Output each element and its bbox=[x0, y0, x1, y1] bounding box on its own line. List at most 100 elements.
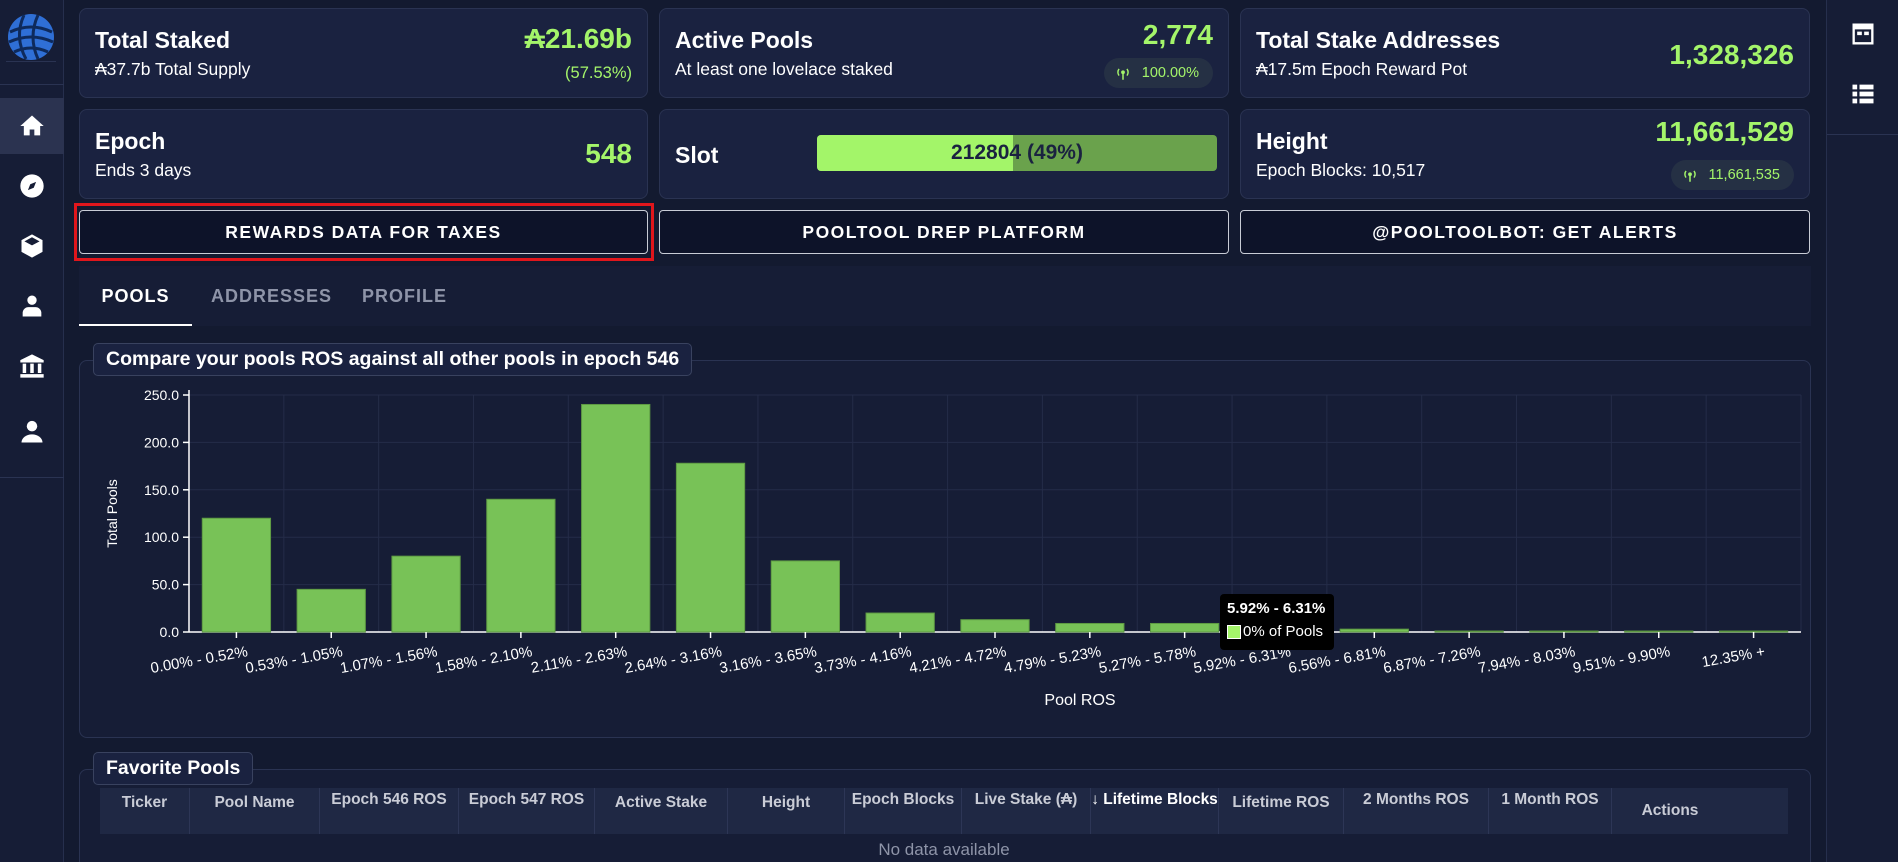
nav-home[interactable] bbox=[0, 98, 64, 154]
badge-label: 100.00% bbox=[1141, 65, 1199, 81]
tooltip-swatch bbox=[1227, 624, 1241, 639]
column-header[interactable]: ↓ Lifetime Blocks bbox=[1091, 788, 1219, 834]
tab-profile[interactable]: PROFILE bbox=[362, 266, 447, 326]
bar[interactable] bbox=[1055, 622, 1125, 633]
get-alerts-button[interactable]: @POOLTOOLBOT: GET ALERTS bbox=[1240, 210, 1810, 254]
x-tick-label: 12.35% + bbox=[1700, 643, 1766, 671]
card-epoch: Epoch Ends 3 days 548 bbox=[79, 109, 648, 199]
slot-progress-bar: 212804 (49%) bbox=[817, 135, 1217, 171]
tab-bar: POOLS ADDRESSES PROFILE bbox=[79, 266, 1811, 326]
person-icon bbox=[21, 420, 43, 443]
calendar-icon[interactable] bbox=[1849, 20, 1877, 48]
cube-icon bbox=[21, 234, 43, 258]
card-active-pools: Active Pools At least one lovelace stake… bbox=[659, 8, 1229, 98]
y-tick-label: 50.0 bbox=[152, 577, 179, 593]
x-tick-label: 3.16% - 3.65% bbox=[718, 643, 818, 677]
x-axis-title: Pool ROS bbox=[1044, 692, 1115, 709]
x-tick-label: 1.58% - 2.10% bbox=[434, 643, 534, 677]
card-height: Height Epoch Blocks: 10,517 11,661,529 1… bbox=[1240, 109, 1810, 199]
status-badge: 100.00% bbox=[1103, 58, 1213, 88]
user-badge-icon bbox=[22, 295, 42, 317]
column-header[interactable]: Live Stake (₳) bbox=[962, 788, 1091, 834]
x-tick-label: 0.53% - 1.05% bbox=[244, 643, 344, 677]
bar[interactable] bbox=[391, 555, 461, 633]
column-header[interactable]: Active Stake bbox=[595, 788, 728, 834]
chart-tooltip: 5.92% - 6.31% 0% of Pools bbox=[1220, 594, 1334, 650]
bar[interactable] bbox=[770, 560, 840, 633]
column-header[interactable]: Pool Name bbox=[190, 788, 320, 834]
bar[interactable] bbox=[1624, 630, 1694, 633]
right-sidebar bbox=[1826, 0, 1898, 862]
status-badge: 11,661,535 bbox=[1670, 160, 1794, 190]
bar[interactable] bbox=[486, 498, 556, 633]
tab-label: PROFILE bbox=[362, 285, 448, 306]
card-value: 2,774 bbox=[1142, 19, 1213, 50]
logo-globe-icon[interactable] bbox=[6, 12, 56, 62]
x-tick-label: 2.11% - 2.63% bbox=[530, 643, 629, 677]
ros-chart-panel bbox=[79, 360, 1811, 738]
bar[interactable] bbox=[296, 588, 366, 633]
tooltip-title: 5.92% - 6.31% bbox=[1227, 600, 1326, 617]
y-tick-label: 250.0 bbox=[144, 387, 179, 403]
x-tick-label: 1.07% - 1.56% bbox=[339, 643, 439, 677]
y-tick-label: 200.0 bbox=[144, 434, 179, 450]
column-header[interactable]: Lifetime ROS bbox=[1219, 788, 1344, 834]
left-sidebar bbox=[0, 0, 64, 862]
slot-value: 212804 bbox=[951, 141, 1022, 164]
bar[interactable] bbox=[1339, 628, 1409, 633]
favorites-table-header: Ticker Pool Name Epoch 546 ROS Epoch 547 RO… bbox=[100, 788, 1788, 834]
nav-operators[interactable] bbox=[0, 278, 64, 334]
badge-label: 11,661,535 bbox=[1708, 167, 1781, 183]
bar[interactable] bbox=[1434, 630, 1504, 633]
x-tick-label: 4.21% - 4.72% bbox=[908, 643, 1008, 677]
column-header[interactable]: Epoch 546 ROS bbox=[320, 788, 459, 834]
nav-explore[interactable] bbox=[0, 158, 64, 214]
x-tick-label: 5.27% - 5.78% bbox=[1097, 643, 1197, 677]
bar[interactable] bbox=[675, 462, 746, 633]
rewards-data-button[interactable]: REWARDS DATA FOR TAXES bbox=[79, 210, 648, 254]
tab-pools[interactable]: POOLS bbox=[79, 266, 192, 326]
x-tick-label: 6.87% - 7.26% bbox=[1382, 643, 1482, 677]
bar[interactable] bbox=[1718, 630, 1789, 633]
card-total-staked: Total Staked ₳37.7b Total Supply ₳21.69b… bbox=[79, 8, 648, 98]
slot-progress-label: 212804 (49%) bbox=[817, 135, 1217, 171]
compass-icon bbox=[20, 174, 44, 198]
bar[interactable] bbox=[581, 403, 651, 633]
card-value: 1,328,326 bbox=[1669, 39, 1794, 70]
favorite-pools-title: Favorite Pools bbox=[93, 752, 254, 785]
card-secondary-value: (57.53%) bbox=[565, 64, 632, 82]
column-header[interactable]: Epoch 547 ROS bbox=[459, 788, 595, 834]
card-value: 11,661,529 bbox=[1655, 116, 1794, 147]
card-subtitle: At least one lovelace staked bbox=[675, 59, 893, 79]
broadcast-icon bbox=[1116, 68, 1129, 80]
column-header[interactable]: Ticker bbox=[100, 788, 190, 834]
tab-addresses[interactable]: ADDRESSES bbox=[211, 266, 332, 326]
drep-platform-button[interactable]: POOLTOOL DREP PLATFORM bbox=[659, 210, 1229, 254]
nav-governance[interactable] bbox=[0, 338, 64, 394]
card-title: Total Stake Addresses bbox=[1256, 27, 1501, 53]
y-tick-label: 150.0 bbox=[144, 482, 179, 498]
column-header[interactable]: Height bbox=[728, 788, 845, 834]
bar[interactable] bbox=[1529, 630, 1599, 633]
column-header[interactable]: 1 Month ROS bbox=[1489, 788, 1612, 834]
x-tick-label: 0.00% - 0.52% bbox=[149, 643, 249, 677]
list-icon[interactable] bbox=[1849, 80, 1877, 108]
bar[interactable] bbox=[960, 619, 1030, 633]
bar[interactable] bbox=[1150, 622, 1220, 633]
card-title: Height bbox=[1256, 128, 1328, 154]
column-header[interactable]: Epoch Blocks bbox=[845, 788, 962, 834]
nav-blocks[interactable] bbox=[0, 218, 64, 274]
bar[interactable] bbox=[201, 517, 272, 633]
slot-progress-fill bbox=[817, 135, 1013, 171]
card-value: ₳21.69b bbox=[524, 23, 632, 54]
tab-label: ADDRESSES bbox=[211, 285, 333, 306]
column-header[interactable]: 2 Months ROS bbox=[1344, 788, 1489, 834]
home-icon bbox=[20, 115, 44, 136]
card-subtitle: ₳17.5m Epoch Reward Pot bbox=[1256, 59, 1468, 79]
card-value: 548 bbox=[585, 138, 632, 169]
column-header[interactable]: Actions bbox=[1641, 802, 1699, 819]
x-tick-label: 9.51% - 9.90% bbox=[1572, 643, 1672, 677]
bar[interactable] bbox=[865, 612, 935, 633]
tooltip-text: 0% of Pools bbox=[1243, 623, 1324, 640]
nav-profile[interactable] bbox=[0, 404, 64, 460]
